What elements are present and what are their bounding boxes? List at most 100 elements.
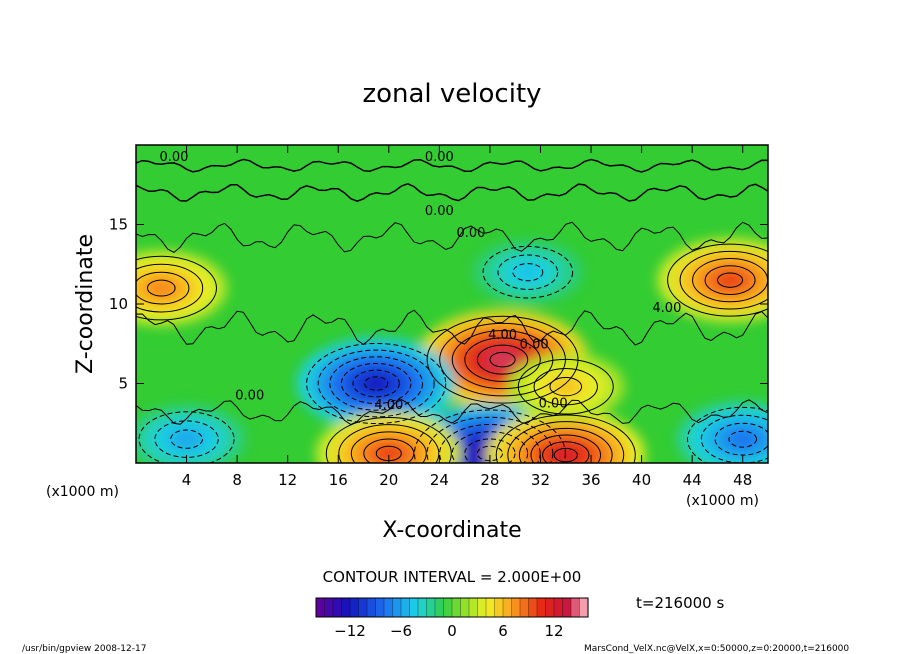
x-axis-label: X-coordinate bbox=[382, 518, 521, 543]
colorbar-seg-5 bbox=[358, 597, 368, 618]
y-axis-ticks: 5 10 15 bbox=[109, 216, 768, 393]
contour-6-3 bbox=[530, 434, 602, 463]
colorbar-seg-4 bbox=[349, 597, 360, 618]
contour-2-3 bbox=[464, 337, 541, 382]
colorbar-seg-15 bbox=[443, 597, 453, 618]
contour-4-5 bbox=[426, 416, 554, 463]
contour-label-1: 0.00 bbox=[425, 150, 454, 165]
footer-left: /usr/bin/gpview 2008-12-17 bbox=[22, 644, 146, 654]
contour-4-6 bbox=[413, 409, 566, 463]
zero-contour-upper bbox=[136, 182, 768, 203]
colorbar-seg-17 bbox=[460, 597, 470, 618]
zero-contour-top bbox=[136, 158, 768, 173]
y-tick-label-0: 5 bbox=[118, 375, 128, 393]
contour-1-1 bbox=[717, 272, 744, 288]
colorbar-seg-10 bbox=[400, 597, 411, 618]
colorbar-tick-label-3: 6 bbox=[498, 622, 508, 640]
contour-8-3 bbox=[700, 414, 768, 463]
contour-7-1 bbox=[549, 377, 583, 397]
contour-label-2: 0.00 bbox=[425, 204, 454, 219]
colorbar-seg-25 bbox=[528, 597, 538, 618]
contour-4-4 bbox=[439, 423, 541, 463]
contour-3-6 bbox=[306, 342, 447, 425]
contour-7-3 bbox=[517, 358, 614, 415]
x-tick-label-9: 40 bbox=[632, 471, 651, 489]
contour-2-4 bbox=[451, 330, 554, 390]
contour-6-2 bbox=[542, 441, 590, 463]
contour-2-6 bbox=[426, 315, 579, 404]
contour-2-1 bbox=[489, 351, 516, 368]
contour-0-3 bbox=[136, 263, 204, 313]
contour-6-1 bbox=[553, 447, 578, 463]
colorbar-seg-3 bbox=[341, 597, 351, 618]
colorbar-seg-29 bbox=[562, 597, 572, 618]
x-tick-label-2: 12 bbox=[278, 471, 297, 489]
x-unit-left: (x1000 m) bbox=[46, 484, 119, 500]
contour-3-5 bbox=[317, 349, 435, 418]
colorbar-tick-label-2: 0 bbox=[447, 622, 457, 640]
colorbar-tick-label-1: −6 bbox=[390, 622, 412, 640]
contour-9-1 bbox=[170, 429, 203, 449]
feature-8 bbox=[676, 401, 768, 463]
contour-label-5: 0.00 bbox=[520, 338, 549, 353]
contour-7-2 bbox=[533, 367, 598, 406]
feature-9 bbox=[136, 404, 246, 463]
x-tick-label-10: 44 bbox=[683, 471, 702, 489]
colorbar-seg-19 bbox=[477, 597, 487, 618]
contour-3-1 bbox=[364, 376, 389, 391]
x-tick-label-4: 20 bbox=[379, 471, 398, 489]
colorbar-seg-24 bbox=[519, 597, 530, 618]
colorbar-seg-0 bbox=[315, 597, 326, 618]
feature-10 bbox=[471, 239, 584, 305]
colorbar-seg-14 bbox=[434, 597, 445, 618]
contour-label-7: 4.00 bbox=[652, 301, 681, 316]
colorbar-seg-27 bbox=[545, 597, 555, 618]
colorbar-seg-6 bbox=[366, 597, 377, 618]
colorbar-seg-31 bbox=[579, 597, 589, 618]
footer-right: MarsCond_VelX.nc@VelX,x=0:50000,z=0:2000… bbox=[584, 644, 849, 654]
colorbar-seg-16 bbox=[451, 597, 462, 618]
contour-0-1 bbox=[146, 279, 176, 297]
colorbar-seg-11 bbox=[409, 597, 419, 618]
contour-6-5 bbox=[507, 421, 625, 463]
colorbar-seg-12 bbox=[417, 597, 428, 618]
colorbar-seg-28 bbox=[553, 597, 564, 618]
colorbar-seg-23 bbox=[511, 597, 521, 618]
x-axis-ticks: 4 8 12 16 20 24 28 32 36 40 44 48 bbox=[182, 145, 752, 489]
feature-3 bbox=[296, 337, 456, 430]
x-tick-label-3: 16 bbox=[329, 471, 348, 489]
y-tick-label-1: 10 bbox=[109, 295, 128, 313]
y-axis-label: Z-coordinate bbox=[73, 234, 98, 374]
x-tick-label-0: 4 bbox=[182, 471, 192, 489]
contour-label-3: 0.00 bbox=[456, 226, 485, 241]
colorbar-seg-13 bbox=[426, 597, 436, 618]
contour-4-1 bbox=[476, 445, 503, 462]
colorbar-seg-8 bbox=[383, 597, 394, 618]
contour-labels: 0.00 0.000.000.004.000.004.004.000.000.00 bbox=[159, 150, 681, 413]
contour-8-1 bbox=[728, 430, 758, 448]
colorbar-tick-label-0: −12 bbox=[334, 622, 366, 640]
contour-6-4 bbox=[518, 427, 613, 463]
colorbar-tick-label-4: 12 bbox=[544, 622, 563, 640]
colorbar bbox=[315, 597, 589, 618]
colorbar-seg-18 bbox=[468, 597, 479, 618]
colorbar-seg-1 bbox=[324, 597, 334, 618]
contour-5-2 bbox=[363, 438, 415, 463]
contour-0-2 bbox=[136, 271, 190, 305]
contour-0-4 bbox=[136, 255, 217, 321]
contour-label-4: 4.00 bbox=[488, 328, 517, 343]
contour-label-6: 4.00 bbox=[374, 398, 403, 413]
x-unit-right: (x1000 m) bbox=[686, 493, 759, 509]
chart-title: zonal velocity bbox=[362, 79, 541, 109]
colorbar-seg-9 bbox=[392, 597, 402, 618]
contour-4-3 bbox=[451, 431, 529, 463]
contour-5-4 bbox=[338, 424, 440, 463]
colorbar-seg-7 bbox=[375, 597, 385, 618]
x-tick-label-6: 28 bbox=[480, 471, 499, 489]
zero-contour-mid bbox=[136, 221, 768, 253]
contour-9-2 bbox=[154, 420, 219, 458]
colorbar-seg-2 bbox=[332, 597, 343, 618]
contour-10-1 bbox=[512, 263, 544, 282]
contour-1-5 bbox=[667, 243, 768, 317]
